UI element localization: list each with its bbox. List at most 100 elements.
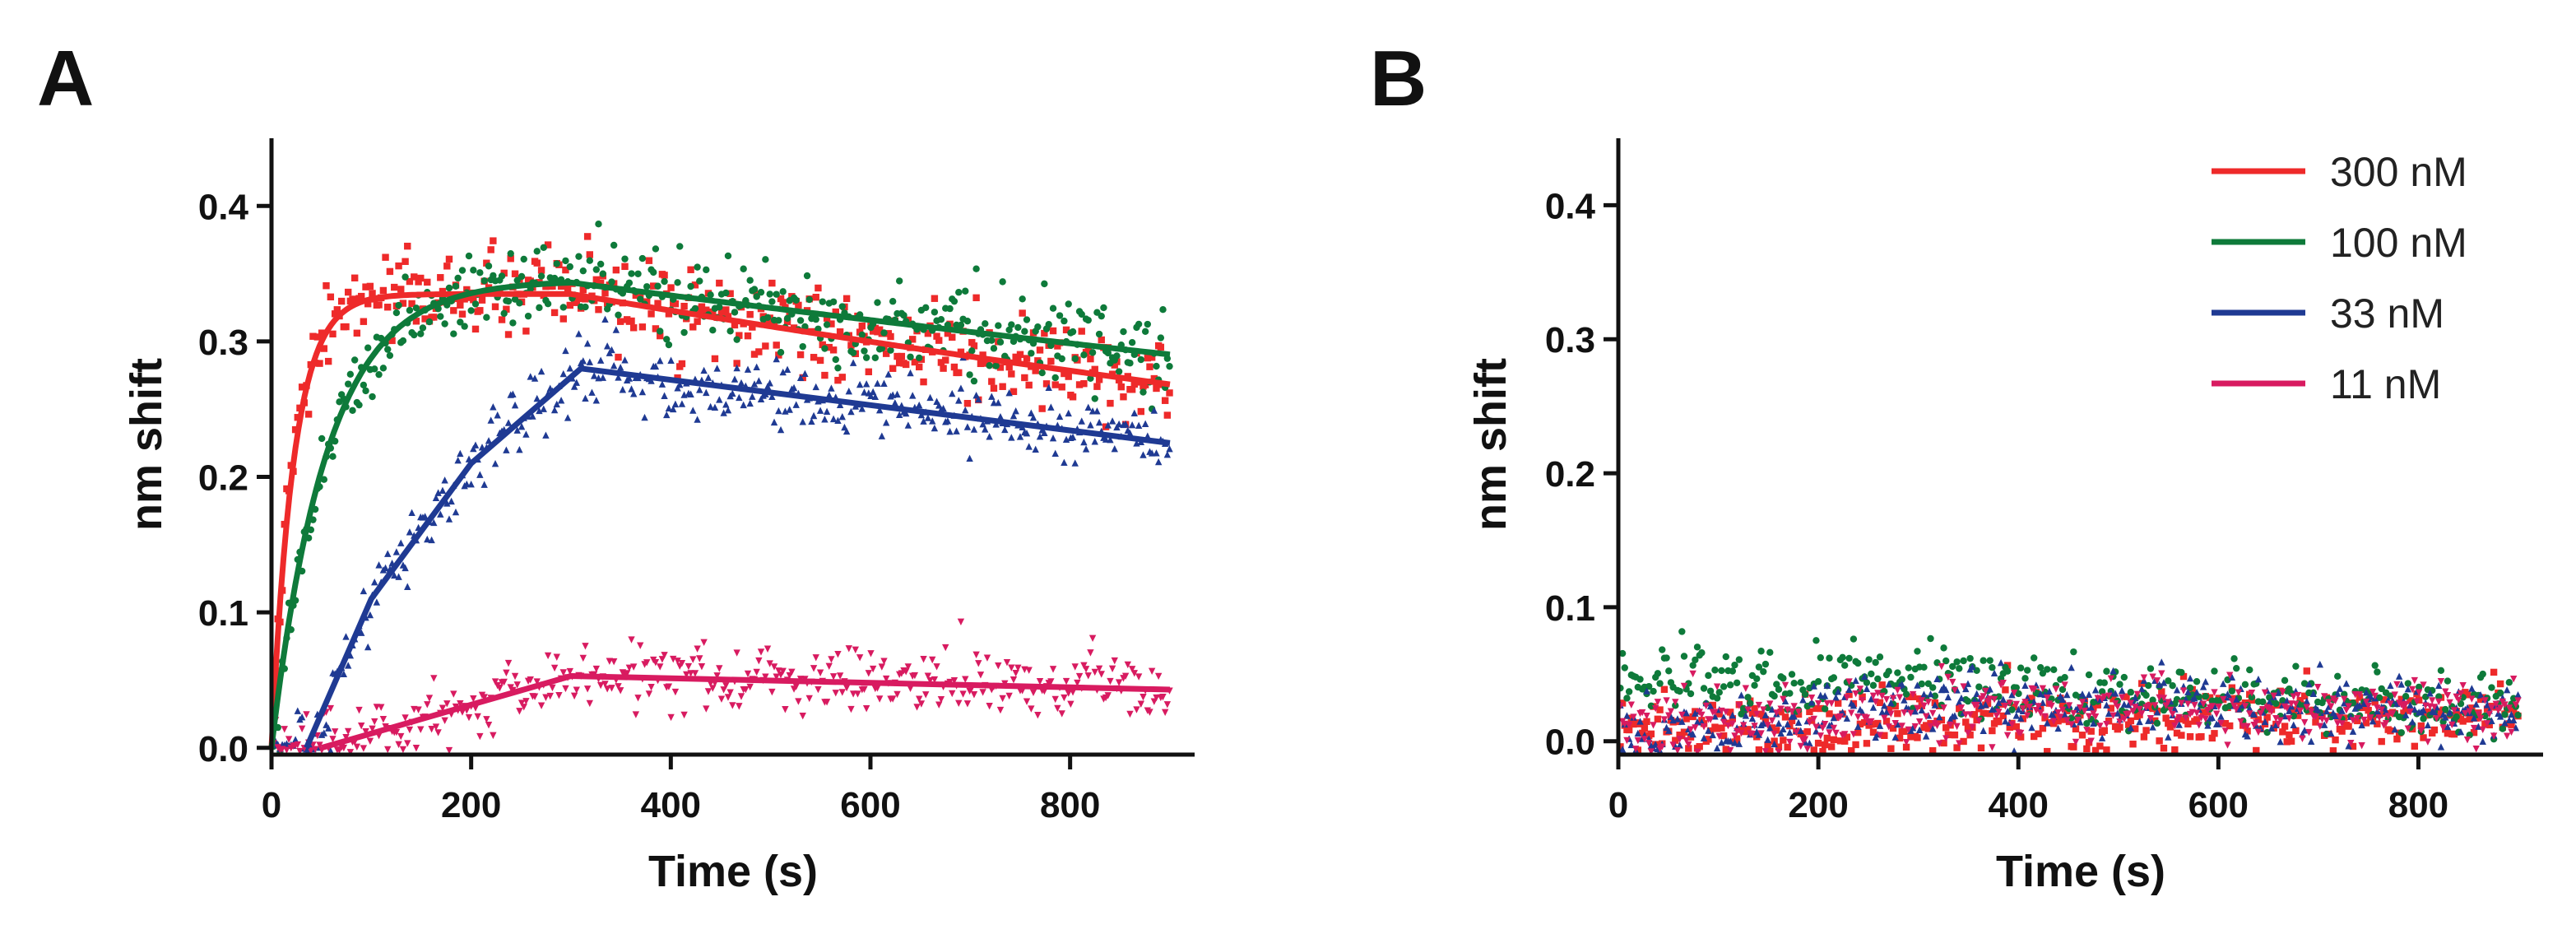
data-point xyxy=(812,294,819,301)
data-point xyxy=(1091,365,1098,374)
data-point xyxy=(445,515,453,523)
data-point xyxy=(1942,724,1950,732)
data-point xyxy=(1627,701,1636,709)
data-point xyxy=(586,358,594,365)
data-point xyxy=(707,291,714,299)
data-point xyxy=(740,265,747,272)
data-point xyxy=(2228,673,2236,681)
data-point xyxy=(1966,654,1974,662)
data-point xyxy=(1929,747,1937,755)
data-point xyxy=(1766,747,1774,755)
data-point xyxy=(562,266,569,274)
data-point xyxy=(1764,722,1771,729)
data-point xyxy=(1075,381,1084,388)
data-point xyxy=(1042,380,1051,388)
data-point xyxy=(2246,710,2253,718)
data-point xyxy=(1761,660,1770,668)
data-point xyxy=(979,351,986,359)
data-point xyxy=(1144,320,1152,328)
data-point xyxy=(815,284,822,292)
data-point xyxy=(520,704,527,711)
data-point xyxy=(691,281,699,289)
data-point xyxy=(2037,690,2045,698)
data-point xyxy=(1163,411,1172,419)
x-tick-label: 400 xyxy=(1989,785,2049,825)
data-point xyxy=(962,407,969,414)
data-point xyxy=(1766,724,1774,732)
data-point xyxy=(610,241,618,249)
data-point xyxy=(2417,722,2425,730)
data-point xyxy=(445,255,453,263)
data-point xyxy=(1036,678,1044,685)
data-point xyxy=(490,272,497,280)
data-point xyxy=(1918,680,1925,688)
data-point xyxy=(749,393,756,400)
data-point xyxy=(2021,681,2029,689)
data-point xyxy=(399,337,407,345)
data-point xyxy=(1689,670,1696,678)
data-point xyxy=(329,330,337,338)
data-point xyxy=(777,425,785,434)
data-point xyxy=(1861,672,1868,681)
data-point xyxy=(1927,723,1934,730)
data-point xyxy=(652,245,660,253)
data-point xyxy=(999,278,1006,286)
x-tick-label: 600 xyxy=(2188,785,2249,825)
data-point xyxy=(454,274,462,282)
data-point xyxy=(1621,664,1628,671)
data-point xyxy=(2224,741,2231,749)
data-point xyxy=(559,304,567,311)
data-point xyxy=(2131,694,2139,702)
data-point xyxy=(573,379,580,386)
data-point xyxy=(736,393,743,402)
data-point xyxy=(1047,678,1055,685)
data-point xyxy=(615,374,622,381)
data-point xyxy=(968,347,976,355)
data-point xyxy=(2362,689,2370,696)
data-point xyxy=(1008,664,1015,671)
data-point xyxy=(360,745,368,752)
data-point xyxy=(2444,729,2452,737)
data-point xyxy=(406,528,414,536)
data-point xyxy=(1702,702,1710,710)
data-point xyxy=(1854,728,1862,737)
data-point xyxy=(1806,684,1813,692)
data-point xyxy=(518,422,526,430)
data-point xyxy=(957,618,965,626)
data-point xyxy=(1082,666,1090,673)
data-point xyxy=(430,675,438,682)
data-point xyxy=(1049,327,1057,335)
data-point xyxy=(596,356,605,364)
data-point xyxy=(1008,434,1015,441)
data-point xyxy=(1680,728,1688,736)
data-point xyxy=(2349,727,2357,735)
data-point xyxy=(1722,653,1729,661)
data-point xyxy=(2374,668,2381,676)
data-point xyxy=(2015,690,2022,698)
data-point xyxy=(2070,709,2077,718)
data-point xyxy=(1166,362,1173,370)
data-point xyxy=(1973,716,1980,724)
data-point xyxy=(2127,689,2135,696)
data-point xyxy=(318,329,326,337)
data-point xyxy=(1768,724,1776,732)
data-point xyxy=(674,374,681,382)
data-point xyxy=(955,289,963,296)
data-point xyxy=(2087,704,2095,711)
data-point xyxy=(1724,722,1732,730)
data-point xyxy=(1641,736,1649,743)
data-point xyxy=(2202,715,2209,723)
data-point xyxy=(2393,735,2401,743)
data-point xyxy=(982,425,989,433)
data-point xyxy=(2488,717,2495,724)
data-point xyxy=(522,328,530,335)
data-point xyxy=(698,662,706,671)
data-point xyxy=(1874,690,1882,697)
data-point xyxy=(1718,724,1725,732)
data-point xyxy=(849,359,857,366)
data-point xyxy=(2375,714,2383,722)
data-point xyxy=(2468,695,2476,703)
data-point xyxy=(650,282,657,290)
data-point xyxy=(2424,738,2432,746)
data-point xyxy=(2219,695,2227,704)
